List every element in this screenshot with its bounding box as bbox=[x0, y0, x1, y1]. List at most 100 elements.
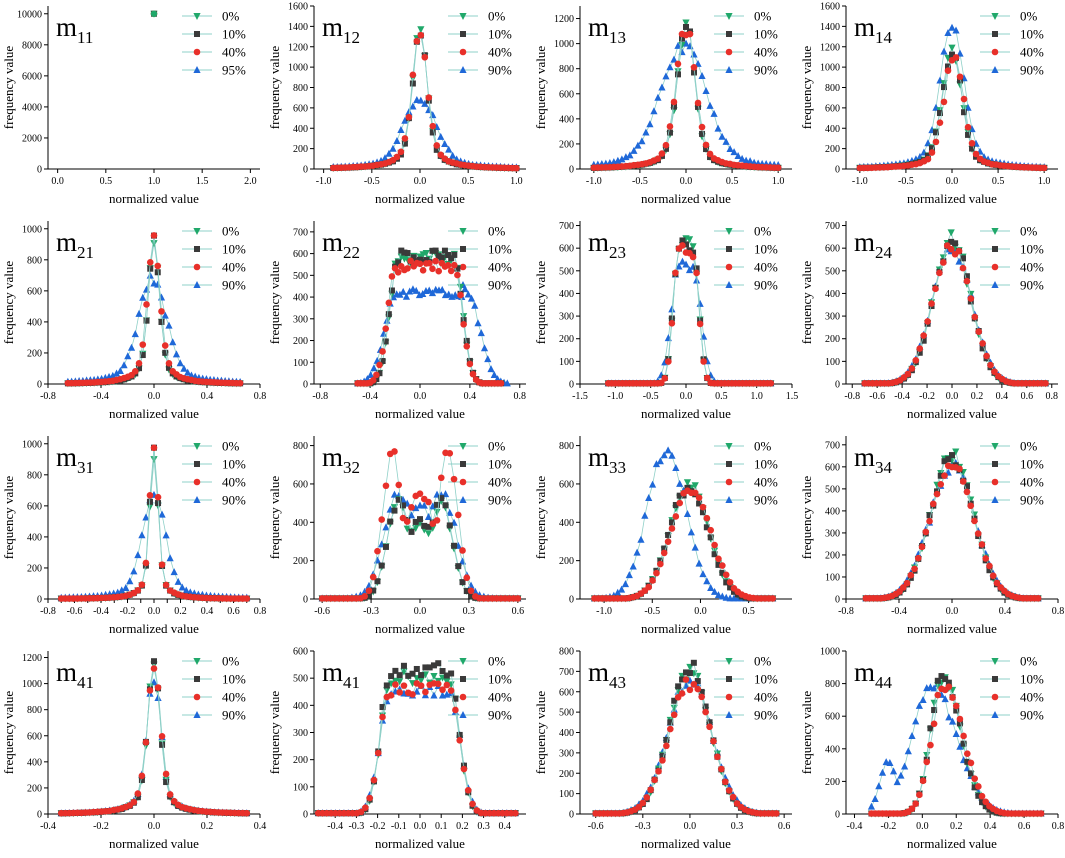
series-point-90% bbox=[912, 717, 920, 725]
series-point-40% bbox=[964, 123, 972, 131]
series-point-90% bbox=[425, 286, 433, 294]
series-point-10% bbox=[468, 592, 475, 599]
series-point-10% bbox=[147, 265, 154, 272]
y-tick-label: 100 bbox=[825, 357, 840, 368]
series-point-40% bbox=[967, 502, 975, 510]
series-line-40% bbox=[859, 56, 1045, 169]
x-tick-label: -1.0 bbox=[596, 606, 612, 617]
series-point-0% bbox=[460, 313, 468, 321]
y-tick-label: 700 bbox=[559, 221, 574, 232]
series-point-40% bbox=[967, 759, 975, 767]
x-tick-label: -0.5 bbox=[643, 391, 659, 402]
series-point-90% bbox=[897, 771, 905, 779]
series-point-40% bbox=[469, 370, 477, 378]
series-point-40% bbox=[382, 325, 390, 332]
series-point-90% bbox=[654, 93, 662, 101]
series-line-40% bbox=[594, 490, 773, 599]
y-tick-label: 400 bbox=[293, 518, 308, 529]
x-axis-label: normalized value bbox=[907, 836, 997, 851]
series-point-90% bbox=[670, 55, 678, 63]
y-tick-label: 400 bbox=[559, 114, 574, 125]
series-point-90% bbox=[676, 479, 684, 487]
panel-m24-7: -0.8 -0.6 -0.4 -0.2 0.0 0.2 0.4 0.6 0.8 0 100 200 30… bbox=[799, 221, 1058, 421]
series-line-0% bbox=[871, 676, 1042, 814]
x-tick-label: -0.8 bbox=[838, 606, 854, 617]
x-tick-label: 0.6 bbox=[512, 606, 525, 617]
series-point-40% bbox=[916, 345, 924, 352]
series-point-10% bbox=[434, 501, 441, 508]
series-point-10% bbox=[690, 659, 697, 666]
x-tick-label: 0.4 bbox=[996, 391, 1009, 402]
series-point-90% bbox=[461, 285, 469, 293]
x-tick-label: -0.3 bbox=[348, 821, 364, 832]
x-tick-label: 0.6 bbox=[227, 606, 240, 617]
x-tick-label: -0.5 bbox=[644, 606, 660, 617]
series-point-40% bbox=[654, 155, 662, 162]
series-point-10% bbox=[953, 707, 960, 714]
series-point-40% bbox=[941, 472, 948, 479]
series-point-40% bbox=[409, 71, 417, 79]
series-point-10% bbox=[965, 131, 972, 138]
series-point-40% bbox=[772, 810, 780, 817]
series-point-10% bbox=[382, 338, 389, 345]
series-line-40% bbox=[593, 33, 779, 169]
series-point-10% bbox=[671, 697, 678, 704]
legend-marker bbox=[459, 228, 467, 235]
series-point-10% bbox=[435, 660, 442, 667]
series-line-10% bbox=[859, 53, 1045, 169]
series-point-40% bbox=[450, 261, 458, 269]
series-point-40% bbox=[138, 772, 146, 780]
series-point-10% bbox=[399, 502, 406, 509]
series-point-40% bbox=[722, 571, 730, 579]
series-point-90% bbox=[474, 319, 482, 327]
series-point-40% bbox=[923, 758, 931, 766]
series-point-90% bbox=[674, 41, 682, 49]
legend-label: 10% bbox=[222, 27, 246, 42]
series-point-90% bbox=[703, 577, 711, 585]
series-point-90% bbox=[650, 107, 658, 115]
y-tick-label: 400 bbox=[825, 506, 840, 517]
series-point-40% bbox=[469, 800, 476, 808]
x-tick-label: -0.8 bbox=[844, 391, 860, 402]
legend-marker bbox=[193, 13, 201, 20]
series-point-40% bbox=[433, 142, 441, 149]
series-point-40% bbox=[703, 374, 711, 382]
y-tick-label: 1200 bbox=[554, 14, 574, 25]
y-tick-label: 300 bbox=[559, 748, 574, 759]
y-tick-label: 0 bbox=[835, 380, 840, 391]
legend-marker bbox=[459, 496, 467, 503]
series-point-40% bbox=[376, 361, 383, 369]
x-tick-label: 0.8 bbox=[1052, 821, 1065, 832]
y-tick-label: 0 bbox=[569, 810, 574, 821]
series-point-10% bbox=[986, 806, 993, 813]
x-tick-label: -0.6 bbox=[314, 606, 330, 617]
series-point-90% bbox=[955, 257, 963, 265]
legend-label: 90% bbox=[754, 708, 778, 723]
y-tick-label: 200 bbox=[825, 334, 840, 345]
y-tick-label: 600 bbox=[825, 462, 840, 473]
series-point-40% bbox=[413, 37, 421, 45]
series-point-10% bbox=[417, 256, 423, 263]
series-point-10% bbox=[408, 528, 415, 535]
series-point-40% bbox=[243, 809, 251, 817]
series-point-40% bbox=[143, 301, 150, 308]
series-point-90% bbox=[449, 151, 457, 159]
series-point-40% bbox=[142, 559, 150, 567]
series-point-40% bbox=[986, 562, 993, 570]
y-axis-label: frequency value bbox=[799, 261, 814, 345]
series-line-10% bbox=[864, 241, 1046, 384]
series-point-40% bbox=[397, 148, 405, 156]
series-point-10% bbox=[410, 254, 417, 261]
series-point-40% bbox=[678, 690, 686, 697]
y-tick-label: 1000 bbox=[288, 63, 308, 74]
series-point-90% bbox=[180, 364, 188, 372]
series-point-40% bbox=[930, 720, 938, 728]
series-point-40% bbox=[649, 577, 656, 584]
series-point-40% bbox=[718, 765, 725, 773]
legend-marker bbox=[193, 478, 201, 486]
series-point-40% bbox=[960, 732, 967, 740]
series-point-10% bbox=[420, 258, 427, 265]
series-point-10% bbox=[454, 265, 461, 272]
series-point-40% bbox=[993, 579, 1001, 587]
x-tick-label: 0.4 bbox=[201, 391, 214, 402]
